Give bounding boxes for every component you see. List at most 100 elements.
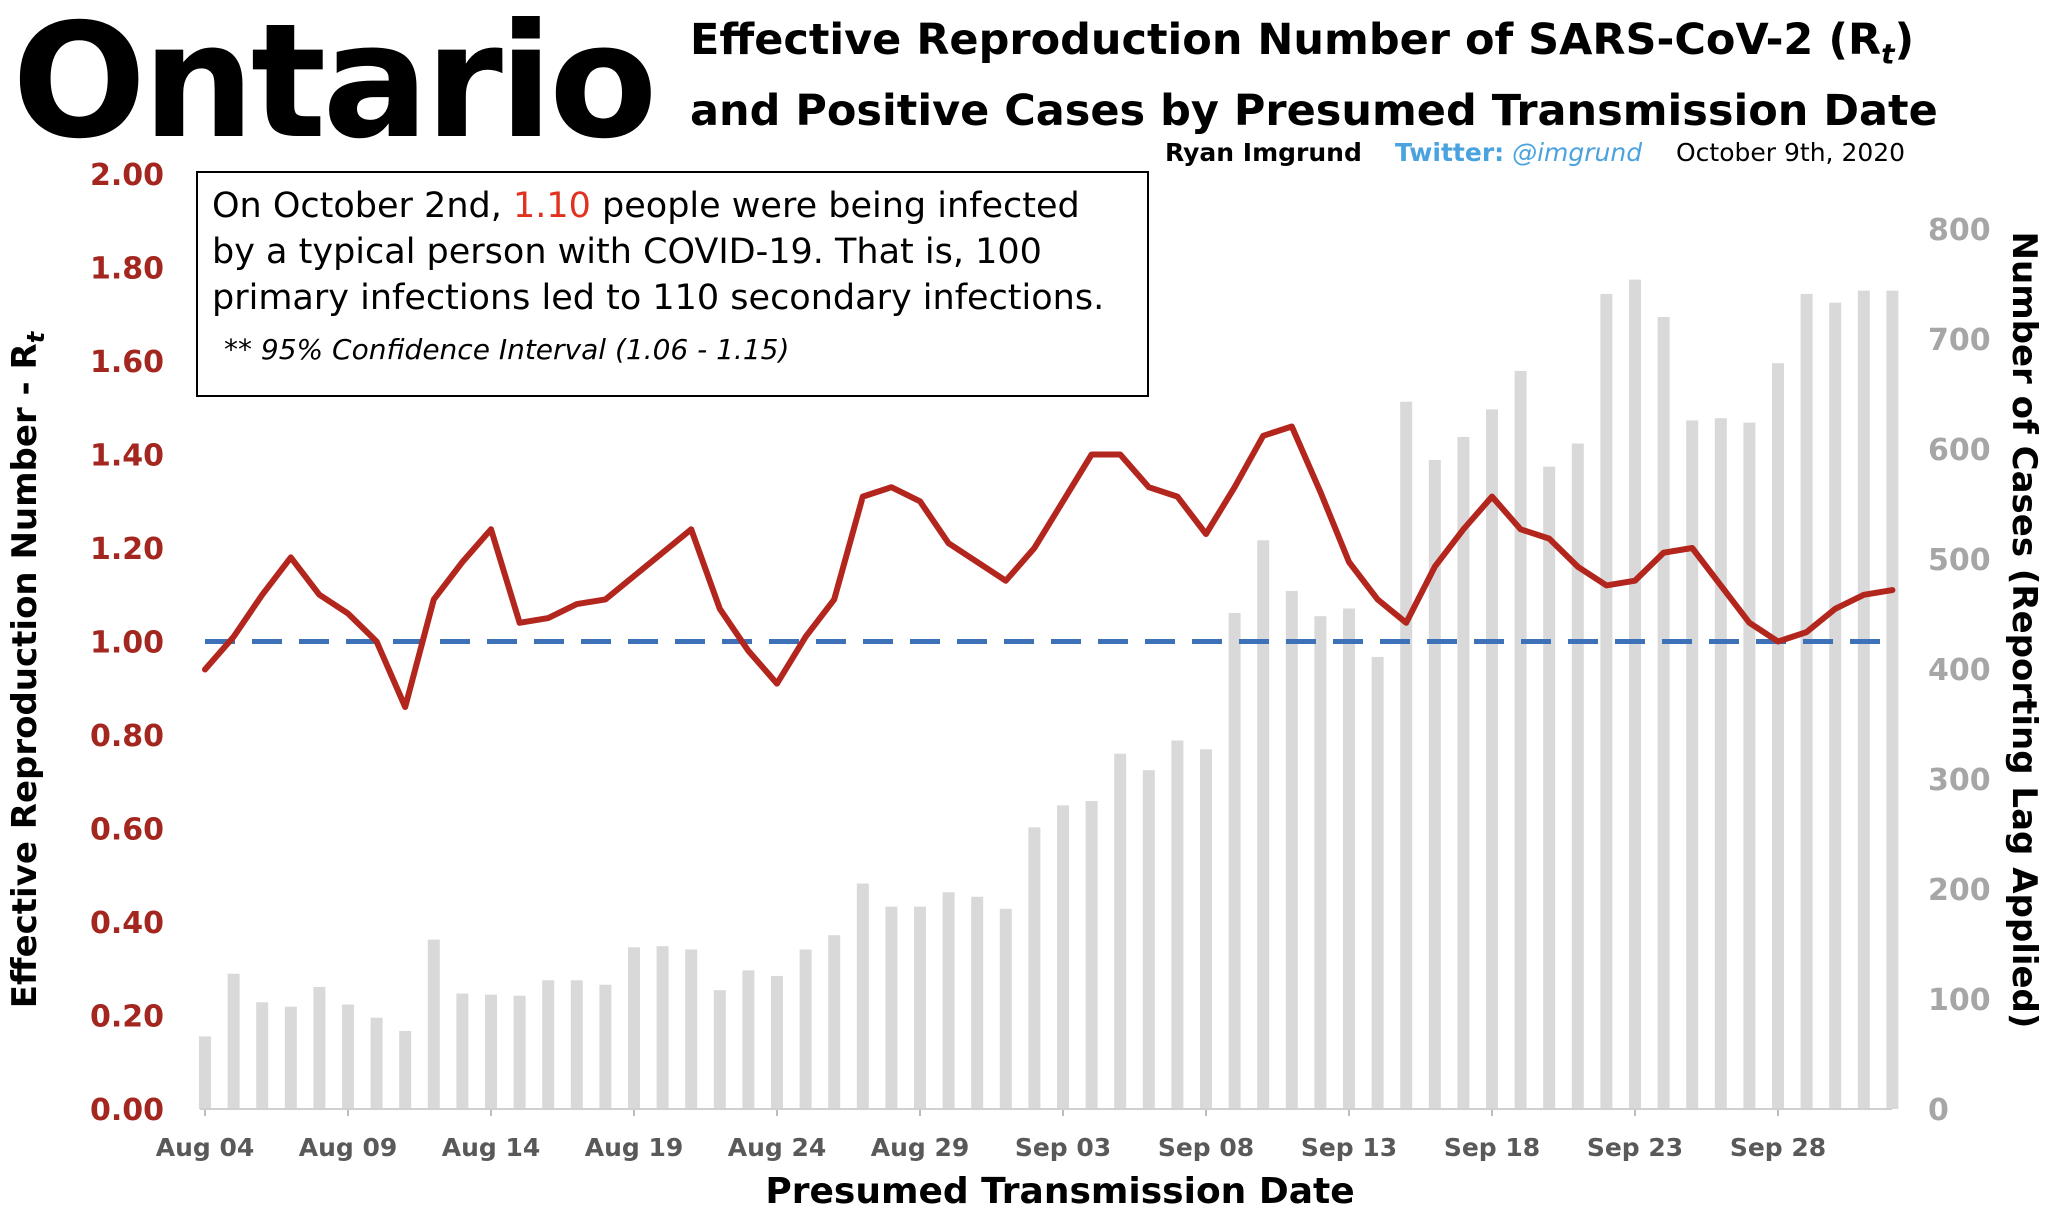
case-bar <box>1886 290 1899 1110</box>
case-bar <box>828 935 841 1109</box>
case-bar <box>1314 616 1327 1109</box>
case-bar <box>856 883 869 1109</box>
case-bar <box>399 1030 412 1109</box>
case-bar <box>1714 418 1727 1109</box>
left-axis-title: Effective Reproduction Number - Rt <box>5 330 50 1008</box>
annotation-part2: people were being infected by a typical … <box>212 186 1105 318</box>
case-bar <box>685 949 698 1109</box>
title-line1-text: Effective Reproduction Number of SARS-Co… <box>690 15 1882 65</box>
x-tick-label: Sep 23 <box>1587 1133 1683 1162</box>
left-tick-label: 1.40 <box>90 439 164 474</box>
case-bar <box>1171 740 1184 1109</box>
x-tick-label: Sep 03 <box>1015 1133 1111 1162</box>
annotation-text: On October 2nd, 1.10 people were being i… <box>212 183 1133 321</box>
author-name: Ryan Imgrund <box>1165 138 1362 167</box>
case-bar <box>456 993 469 1109</box>
case-bar <box>1800 293 1813 1109</box>
right-axis: 0 100 200 300 400 500 600 700 800 <box>1928 213 1991 1128</box>
case-bar <box>1543 466 1556 1110</box>
case-bar <box>1200 749 1212 1109</box>
right-tick-label: 100 <box>1928 983 1991 1018</box>
right-tick-label: 0 <box>1928 1093 1949 1128</box>
case-bar <box>342 1004 354 1109</box>
left-axis-title-sub: t <box>22 330 50 343</box>
cases-bars <box>199 279 1899 1110</box>
case-bar <box>1486 409 1498 1109</box>
case-bar <box>942 892 955 1109</box>
case-bar <box>1857 290 1870 1110</box>
case-bar <box>427 939 440 1109</box>
chart-title-line1: Effective Reproduction Number of SARS-Co… <box>690 12 1938 83</box>
chart-title-line2: and Positive Cases by Presumed Transmiss… <box>690 85 1938 136</box>
case-bar <box>1371 656 1384 1109</box>
right-tick-label: 800 <box>1928 213 1991 248</box>
x-tick-label: Sep 13 <box>1301 1133 1397 1162</box>
case-bar <box>1829 302 1842 1109</box>
right-tick-label: 500 <box>1928 543 1991 578</box>
left-tick-label: 0.40 <box>90 906 164 941</box>
left-axis: 0.00 0.20 0.40 0.60 0.80 1.00 1.20 1.40 1.60 1.80… <box>90 158 164 1128</box>
case-bar <box>1257 540 1270 1109</box>
case-bar <box>713 990 726 1109</box>
brand-title: Ontario <box>12 0 658 174</box>
title-line1-end: ) <box>1894 15 1915 65</box>
twitter-label: Twitter: <box>1395 138 1505 167</box>
left-tick-label: 1.00 <box>90 626 164 661</box>
case-bar <box>1772 363 1784 1109</box>
x-tick-label: Sep 18 <box>1444 1133 1540 1162</box>
x-tick-label: Aug 04 <box>156 1133 255 1162</box>
left-tick-label: 2.00 <box>90 158 164 193</box>
x-tick-label: Sep 08 <box>1158 1133 1254 1162</box>
case-bar <box>799 949 812 1109</box>
case-bar <box>914 906 926 1109</box>
right-tick-label: 600 <box>1928 433 1991 468</box>
case-bar <box>370 1017 383 1109</box>
confidence-interval: ** 95% Confidence Interval (1.06 - 1.15) <box>224 333 790 366</box>
case-bar <box>284 1006 297 1109</box>
left-axis-title-main: Effective Reproduction Number - R <box>5 343 45 1008</box>
right-tick-label: 700 <box>1928 323 1991 358</box>
case-bar <box>513 995 526 1109</box>
case-bar <box>542 980 555 1109</box>
case-bar <box>199 1036 211 1109</box>
case-bar <box>771 975 783 1109</box>
annotation-part1: On October 2nd, <box>212 186 513 226</box>
case-bar <box>1629 279 1641 1110</box>
left-tick-label: 1.20 <box>90 532 164 567</box>
case-bar <box>1743 422 1756 1110</box>
case-bar <box>1400 401 1413 1109</box>
case-bar <box>1657 317 1670 1109</box>
case-bar <box>885 906 898 1109</box>
x-axis: Aug 04 Aug 09 Aug 14 Aug 19 Aug 24 Aug 29 Sep … <box>156 1109 1826 1162</box>
case-bar <box>1571 443 1584 1109</box>
case-bar <box>1114 753 1127 1109</box>
x-tick-label: Aug 09 <box>299 1133 398 1162</box>
x-tick-label: Sep 28 <box>1730 1133 1826 1162</box>
case-bar <box>1057 805 1069 1109</box>
case-bar <box>570 980 583 1109</box>
left-tick-label: 1.80 <box>90 252 164 287</box>
case-bar <box>999 908 1012 1109</box>
report-date: October 9th, 2020 <box>1676 138 1906 167</box>
case-bar <box>1228 612 1241 1109</box>
case-bar <box>1285 590 1298 1109</box>
case-bar <box>628 947 640 1109</box>
case-bar <box>971 896 984 1109</box>
case-bar <box>256 1002 269 1109</box>
right-tick-label: 200 <box>1928 873 1991 908</box>
twitter-handle: @imgrund <box>1512 138 1643 167</box>
left-tick-label: 1.60 <box>90 345 164 380</box>
case-bar <box>1686 420 1699 1109</box>
case-bar <box>1085 801 1098 1109</box>
x-tick-label: Aug 29 <box>871 1133 970 1162</box>
left-tick-label: 0.00 <box>90 1093 164 1128</box>
left-tick-label: 0.60 <box>90 813 164 848</box>
x-tick-label: Aug 14 <box>442 1133 541 1162</box>
right-tick-label: 400 <box>1928 653 1991 688</box>
case-bar <box>485 994 497 1109</box>
left-tick-label: 0.20 <box>90 1000 164 1035</box>
right-axis-title: Number of Cases (Reporting Lag Applied) <box>2004 232 2044 1029</box>
case-bar <box>1457 436 1470 1109</box>
x-tick-label: Aug 19 <box>585 1133 684 1162</box>
case-bar <box>313 986 326 1109</box>
